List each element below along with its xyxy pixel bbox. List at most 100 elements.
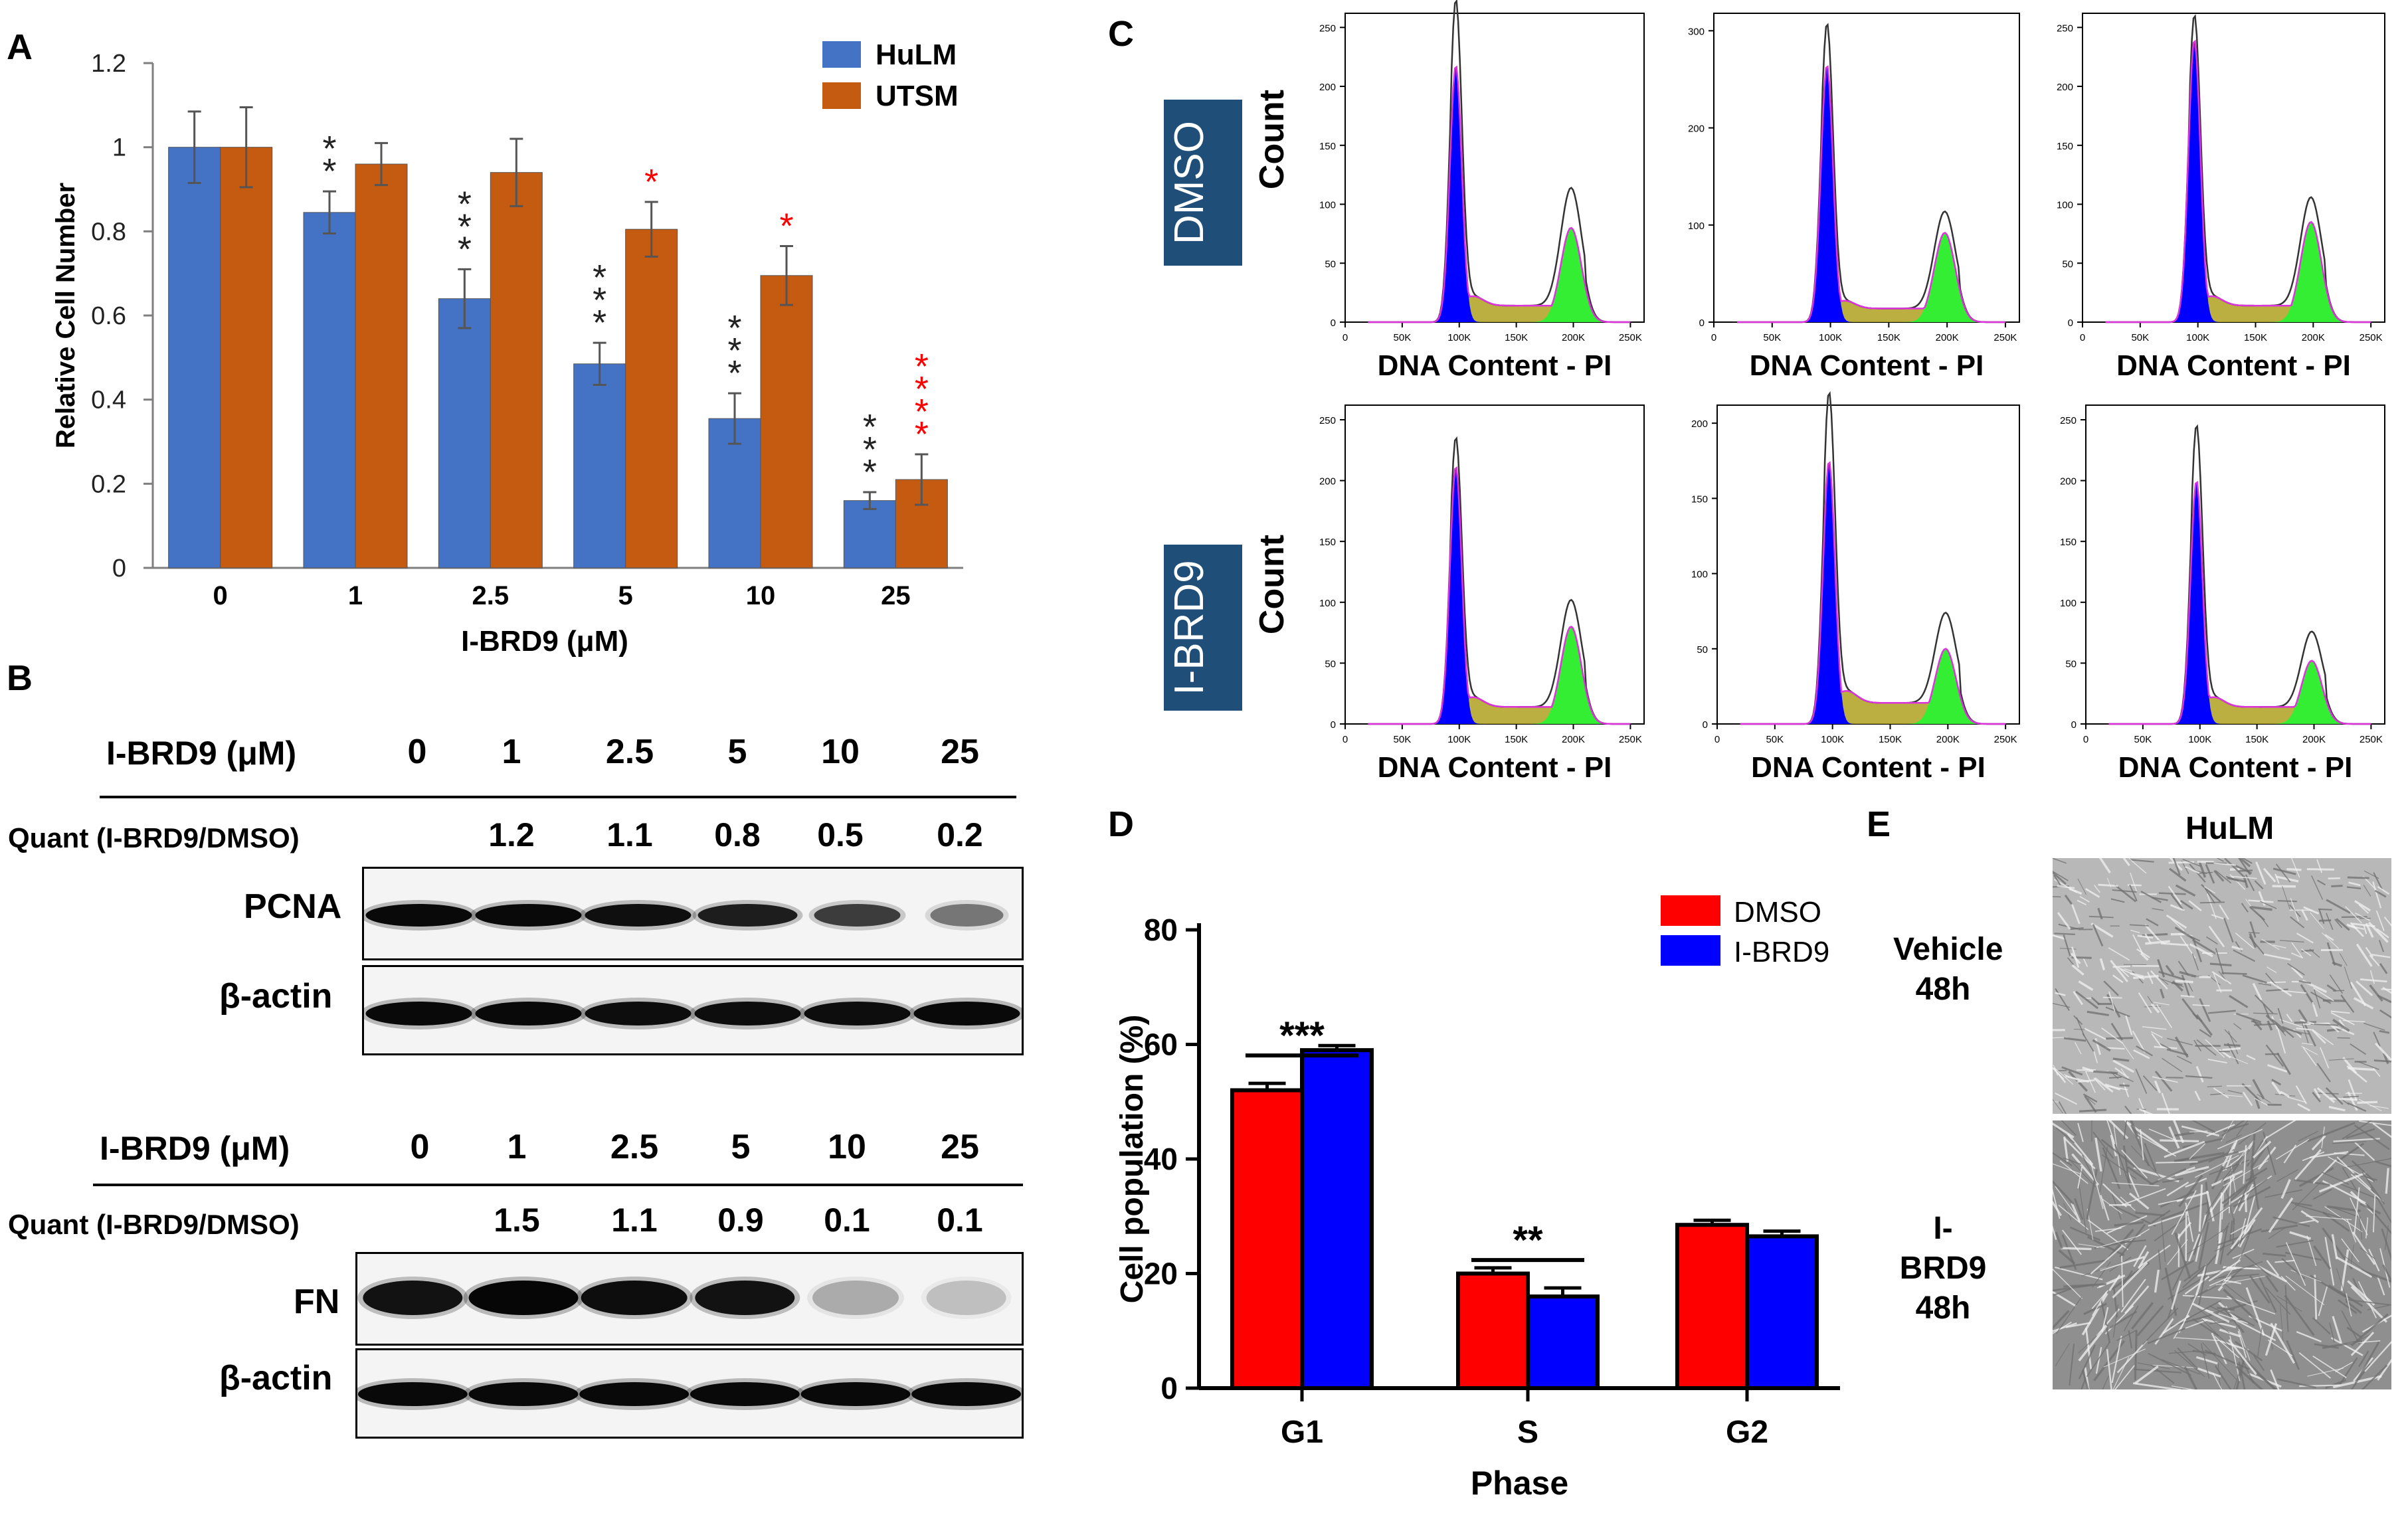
c-y-axis-title: Count [1253, 90, 1291, 189]
western-top-quant-value: 0.2 [937, 816, 983, 853]
a-legend-label: UTSM [876, 80, 959, 112]
c-plot-frame [1713, 13, 2020, 323]
c-x-tick-label: 50K [2134, 734, 2152, 745]
c-x-tick-label: 100K [2188, 734, 2211, 745]
c-y-tick-label: 50 [1325, 258, 1336, 270]
a-bar-utsm [355, 163, 408, 569]
c-x-tick-label: 100K [1447, 332, 1471, 343]
western-band-halo [684, 1378, 805, 1410]
panel-c-cell-cycle-histograms: DMSO Count I-BRD9 Count 0 50 100 150 200 250 0 50K 1… [1164, 0, 2385, 784]
c-x-tick-label: 0 [2080, 332, 2085, 343]
c-row-label: I-BRD9 [1166, 560, 1212, 695]
c-histogram: 0 50 100 150 200 0 50K 100K 150K 200K 250K DNA Cont… [1691, 391, 2020, 784]
c-g2-area [1740, 648, 2006, 724]
c-g2-area [1737, 232, 2005, 322]
c-y-tick-label: 50 [2062, 258, 2073, 270]
c-x-tick-label: 0 [1343, 734, 1348, 745]
western-top-divider [100, 796, 1016, 798]
western-top-dose: 0 [407, 733, 427, 771]
d-y-tick-label: 60 [1144, 1027, 1178, 1062]
micrograph-cells [2053, 1120, 2391, 1389]
a-significance-utsm: * [644, 162, 658, 202]
western-top-band-label-pcna: PCNA [244, 887, 342, 926]
c-y-tick-label: 0 [1331, 317, 1336, 329]
c-x-tick-label: 200K [1936, 734, 1960, 745]
western-band [357, 1382, 468, 1406]
western-band [690, 1382, 800, 1406]
d-y-axis-title: Cell population (%) [1115, 1015, 1150, 1304]
western-band [579, 1382, 690, 1406]
c-x-axis-title: DNA Content - PI [1750, 349, 1984, 382]
c-x-tick-label: 250K [1993, 332, 2017, 343]
western-band [913, 1002, 1020, 1025]
d-bar-dmso [1230, 1088, 1304, 1390]
d-bar-i-brd9 [1300, 1048, 1374, 1390]
blot-fn [355, 1252, 1024, 1346]
western-band-halo [352, 1378, 473, 1410]
c-y-tick-label: 150 [1691, 493, 1708, 505]
micrograph-cells [2053, 858, 2391, 1114]
c-x-tick-label: 0 [1711, 332, 1716, 343]
a-significance-utsm: **** [915, 347, 929, 454]
a-significance-hulm: *** [593, 258, 606, 343]
svg-text:*: * [458, 184, 472, 224]
c-y-tick-label: 100 [2060, 598, 2077, 609]
c-y-tick-label: 200 [1319, 82, 1336, 93]
c-x-tick-label: 250K [1619, 734, 1642, 745]
panel-label-b: B [7, 658, 33, 698]
c-x-tick-label: 0 [1343, 332, 1348, 343]
western-band [926, 1281, 1006, 1315]
c-x-tick-label: 50K [1763, 332, 1781, 343]
western-bottom-dose: 5 [731, 1128, 751, 1166]
a-significance-hulm: ** [322, 129, 336, 191]
western-band-halo [808, 900, 906, 931]
svg-text:*: * [458, 207, 472, 246]
a-bar-utsm [490, 172, 543, 569]
western-band [585, 904, 692, 927]
western-top-dose: 10 [821, 733, 860, 771]
panel-e-row-label-vehicle: Vehicle 48h [1893, 930, 2003, 1010]
panel-e-micrographs: HuLM Vehicle 48h I-BRD9 48h [1893, 810, 2408, 1513]
c-x-tick-label: 50K [2131, 332, 2149, 343]
c-y-tick-label: 50 [1697, 644, 1708, 656]
c-g2-area [2105, 222, 2371, 322]
svg-text:*: * [458, 229, 472, 269]
a-bar-hulm [438, 298, 491, 569]
c-y-tick-label: 200 [2057, 82, 2073, 93]
c-y-tick-label: 150 [2060, 537, 2077, 548]
svg-text:*: * [727, 331, 741, 371]
a-y-tick-label: 0.4 [91, 387, 126, 414]
western-band-halo [470, 998, 587, 1029]
d-x-tick-label: S [1517, 1415, 1538, 1450]
c-x-tick-label: 200K [1936, 332, 1959, 343]
c-y-tick-label: 100 [2057, 200, 2073, 211]
western-band-halo [575, 1277, 693, 1319]
c-row-label-box [1164, 545, 1242, 711]
western-band-halo [689, 998, 806, 1029]
western-top-quant-value: 0.5 [817, 816, 864, 853]
western-bottom-band-label-actin: β-actin [219, 1359, 333, 1397]
d-y-tick-label: 20 [1144, 1257, 1178, 1291]
western-band-halo [579, 998, 697, 1029]
western-top-quant-value: 0.8 [714, 816, 761, 853]
c-y-tick-label: 0 [1331, 719, 1336, 731]
western-band-halo [463, 1378, 584, 1410]
ibrd9-label: I-BRD9 [1899, 1211, 1987, 1286]
western-bottom-band-label-fn: FN [294, 1283, 340, 1321]
c-x-tick-label: 250K [2360, 734, 2383, 745]
c-x-tick-label: 50K [1766, 734, 1784, 745]
c-x-tick-label: 250K [2360, 332, 2383, 343]
d-x-tick-label: G2 [1726, 1415, 1768, 1450]
western-band [814, 904, 901, 927]
a-x-tick-label: 25 [881, 581, 911, 610]
d-bar-i-brd9 [1526, 1294, 1600, 1390]
c-y-tick-label: 200 [1691, 418, 1708, 430]
a-significance-hulm: *** [727, 308, 741, 393]
panel-e-row-label-ibrd9: I-BRD9 48h [1893, 1209, 1993, 1328]
blot-actin-top [360, 965, 1026, 1055]
c-y-tick-label: 250 [1319, 415, 1336, 426]
western-band-halo [906, 1378, 1027, 1410]
western-band [468, 1382, 579, 1406]
micrograph-ibrd9 [2053, 1120, 2391, 1389]
a-significance-hulm: *** [863, 407, 877, 492]
